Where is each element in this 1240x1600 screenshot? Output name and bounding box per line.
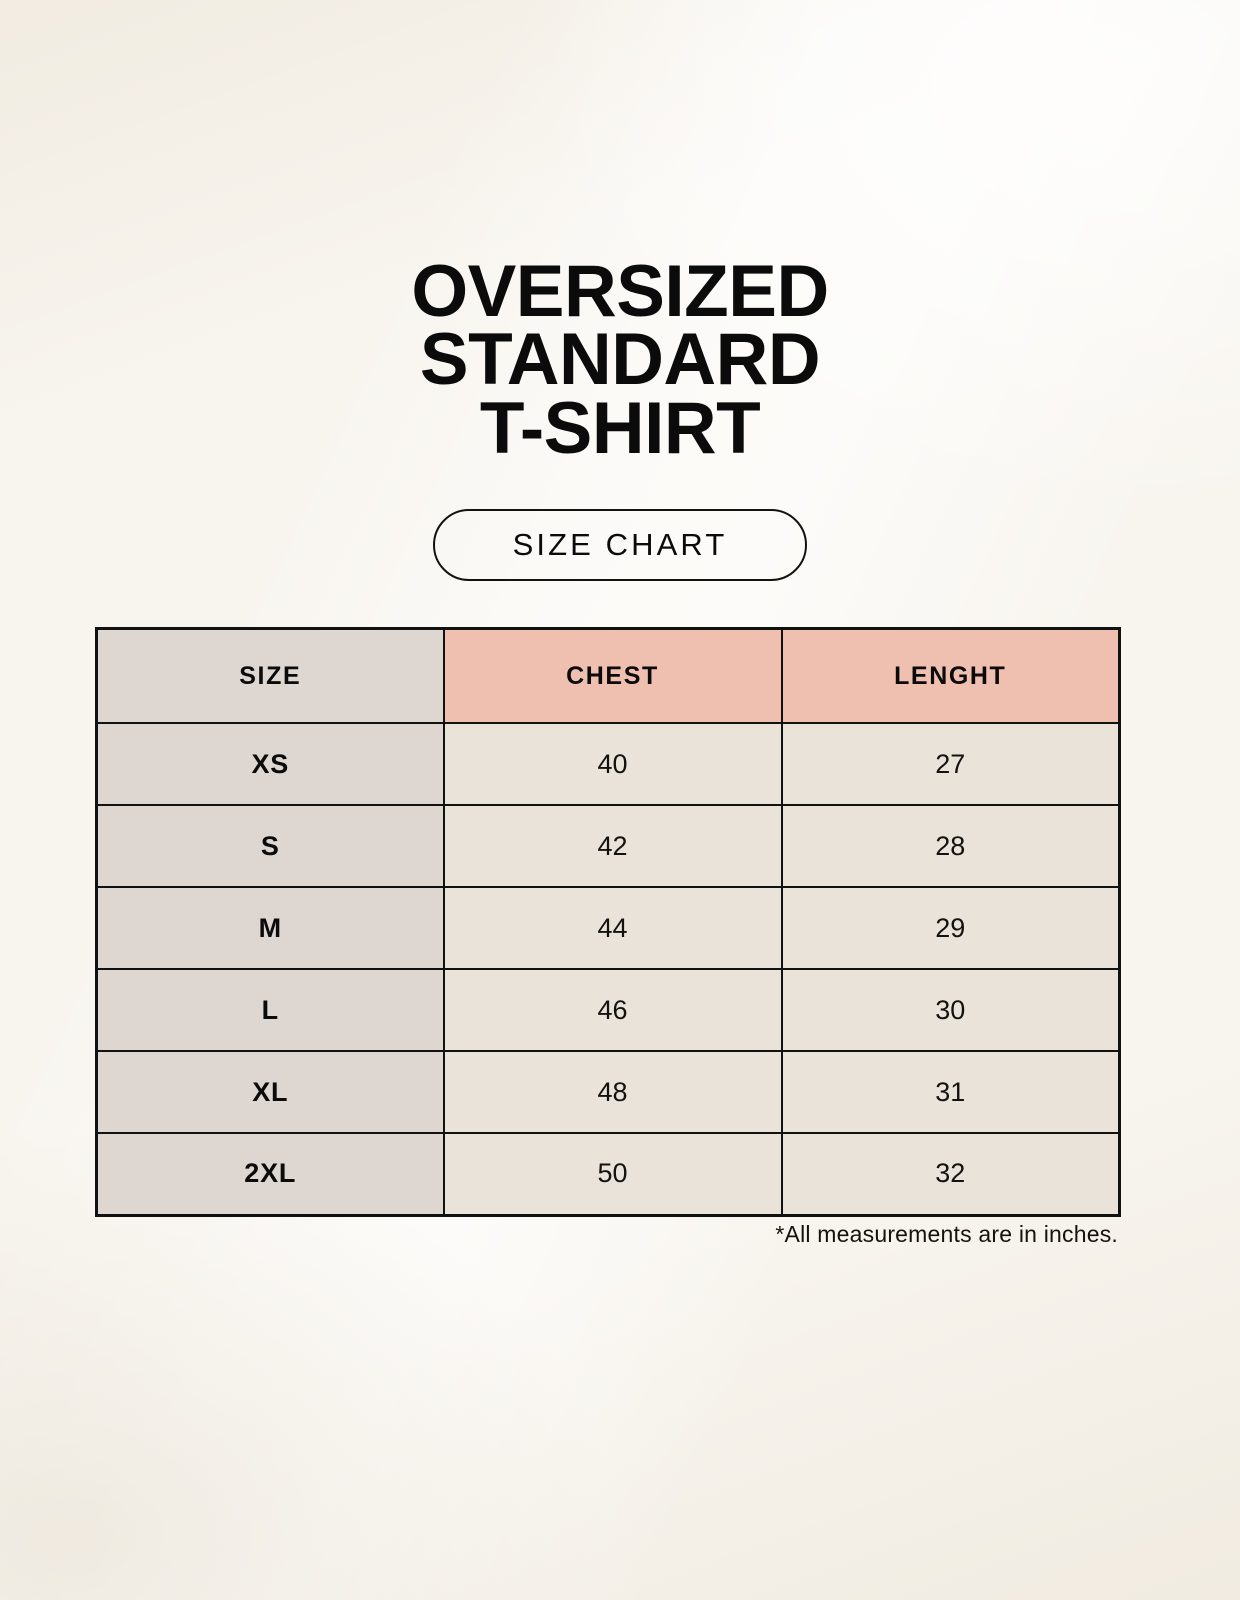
column-header-chest: CHEST: [442, 627, 783, 724]
cell-chest: 40: [442, 722, 783, 806]
cell-chest: 44: [442, 886, 783, 970]
cell-length: 32: [780, 1132, 1121, 1216]
size-chart-badge: SIZE CHART: [432, 509, 808, 581]
page-title: OVERSIZED STANDARD T-SHIRT: [0, 251, 1240, 469]
title-line-3: T-SHIRT: [479, 387, 761, 469]
column-header-size: SIZE: [95, 627, 445, 724]
cell-chest: 46: [442, 968, 783, 1052]
cell-length: 30: [780, 968, 1121, 1052]
column-header-length: LENGHT: [780, 627, 1121, 724]
cell-length: 31: [780, 1050, 1121, 1134]
cell-chest: 50: [442, 1132, 783, 1216]
measurement-note: *All measurements are in inches.: [775, 1221, 1118, 1247]
cell-length: 29: [780, 886, 1121, 970]
cell-chest: 48: [442, 1050, 783, 1134]
cell-size: M: [95, 886, 445, 970]
table-row: L 46 30: [95, 968, 1121, 1052]
size-table: SIZE CHEST LENGHT XS 40 27 S 42 28 M: [95, 627, 1121, 1217]
table-row: XS 40 27: [95, 722, 1121, 806]
table-row: XL 48 31: [95, 1050, 1121, 1134]
table-row: 2XL 50 32: [95, 1132, 1121, 1216]
title-line-2: STANDARD: [419, 319, 821, 401]
table-row: S 42 28: [95, 804, 1121, 888]
table-row: M 44 29: [95, 886, 1121, 970]
cell-size: S: [95, 804, 445, 888]
title-line-1: OVERSIZED: [411, 251, 829, 332]
size-chart-badge-wrap: SIZE CHART: [0, 509, 1240, 581]
cell-chest: 42: [442, 804, 783, 888]
cell-length: 27: [780, 722, 1121, 806]
cell-size: L: [95, 968, 445, 1052]
size-table-wrap: SIZE CHEST LENGHT XS 40 27 S 42 28 M: [95, 627, 1121, 1217]
cell-length: 28: [780, 804, 1121, 888]
cell-size: XS: [95, 722, 445, 806]
table-header-row: SIZE CHEST LENGHT: [95, 627, 1121, 724]
cell-size: XL: [95, 1050, 445, 1134]
cell-size: 2XL: [95, 1132, 445, 1216]
